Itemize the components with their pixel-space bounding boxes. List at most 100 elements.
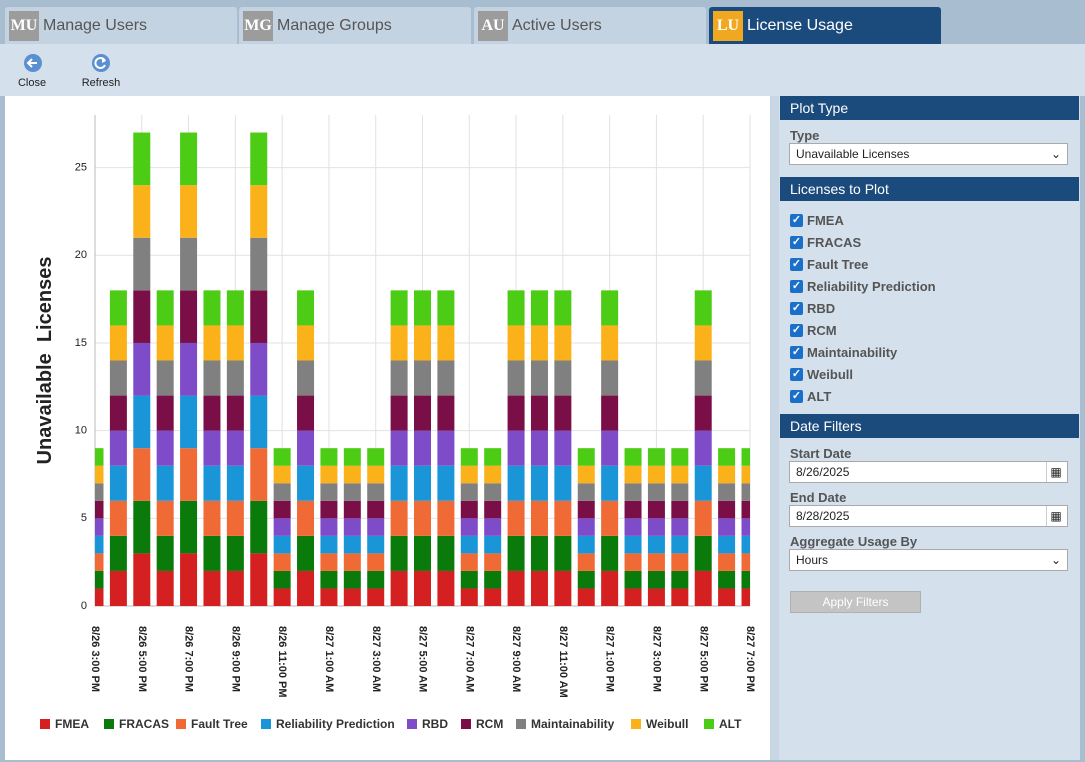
bar-segment xyxy=(87,448,104,466)
close-button[interactable]: Close xyxy=(7,77,57,89)
refresh-button[interactable]: Refresh xyxy=(76,77,126,89)
bar-segment xyxy=(344,466,361,484)
checkbox[interactable]: ✓ xyxy=(790,346,803,359)
tab[interactable]: LULicense Usage xyxy=(709,7,941,44)
bar-segment xyxy=(274,536,291,554)
x-tick-label: 8/27 1:00 AM xyxy=(323,626,335,692)
license-checkbox[interactable]: ✓RCM xyxy=(790,321,837,339)
checkbox[interactable]: ✓ xyxy=(790,324,803,337)
checkbox-label: ALT xyxy=(807,389,831,404)
legend-label: FRACAS xyxy=(119,717,169,731)
bar-segment xyxy=(87,483,104,501)
checkbox-label: Reliability Prediction xyxy=(807,279,936,294)
bar-segment xyxy=(742,518,759,536)
close-icon[interactable] xyxy=(22,52,44,74)
bar-segment xyxy=(461,518,478,536)
bar-segment xyxy=(437,431,454,466)
bar-segment xyxy=(367,518,384,536)
bar-segment xyxy=(180,133,197,186)
tab[interactable]: MUManage Users xyxy=(5,7,237,44)
bar-segment xyxy=(274,553,291,571)
bar-segment xyxy=(648,483,665,501)
type-select[interactable]: Unavailable Licenses⌄ xyxy=(789,143,1068,165)
license-checkbox[interactable]: ✓FMEA xyxy=(790,211,844,229)
apply-button[interactable]: Apply Filters xyxy=(790,591,921,613)
bar-segment xyxy=(531,466,548,501)
license-checkbox[interactable]: ✓RBD xyxy=(790,299,835,317)
license-checkbox[interactable]: ✓FRACAS xyxy=(790,233,861,251)
bar-segment xyxy=(625,483,642,501)
tab[interactable]: AUActive Users xyxy=(474,7,706,44)
bar-segment xyxy=(531,501,548,536)
tab-icon: MU xyxy=(9,11,39,41)
refresh-icon[interactable] xyxy=(90,52,112,74)
bar-segment xyxy=(437,290,454,325)
bar-segment xyxy=(320,518,337,536)
bar-segment xyxy=(227,361,244,396)
y-tick-label: 15 xyxy=(75,337,87,349)
bar-segment xyxy=(414,536,431,571)
license-checkbox[interactable]: ✓ Reliability Prediction xyxy=(790,277,936,295)
bar-segment xyxy=(484,466,501,484)
license-checkbox[interactable]: ✓ Fault Tree xyxy=(790,255,868,273)
checkbox[interactable]: ✓ xyxy=(790,280,803,293)
tab-icon: AU xyxy=(478,11,508,41)
start-date-input[interactable]: 8/26/2025▦ xyxy=(789,461,1068,483)
checkbox[interactable]: ✓ xyxy=(790,236,803,249)
bar-segment xyxy=(297,466,314,501)
bar-segment xyxy=(297,325,314,360)
bar-segment xyxy=(297,290,314,325)
splitter[interactable] xyxy=(770,96,779,760)
legend-label: FMEA xyxy=(55,717,89,731)
tab-label: Active Users xyxy=(512,17,602,35)
bar-segment xyxy=(320,466,337,484)
bar-segment xyxy=(391,501,408,536)
bar-segment xyxy=(250,501,267,554)
bar-segment xyxy=(157,290,174,325)
checkbox[interactable]: ✓ xyxy=(790,368,803,381)
checkbox[interactable]: ✓ xyxy=(790,302,803,315)
checkbox[interactable]: ✓ xyxy=(790,390,803,403)
y-tick-label: 10 xyxy=(75,425,87,437)
bar-segment xyxy=(695,396,712,431)
bar-segment xyxy=(157,466,174,501)
bar-segment xyxy=(227,431,244,466)
legend-label: ALT xyxy=(719,717,742,731)
license-checkbox[interactable]: ✓Maintainability xyxy=(790,343,897,361)
bar-segment xyxy=(87,466,104,484)
bar-segment xyxy=(250,553,267,606)
bar-segment xyxy=(554,396,571,431)
checkbox[interactable]: ✓ xyxy=(790,214,803,227)
tab-icon: MG xyxy=(243,11,273,41)
bar-segment xyxy=(320,536,337,554)
tab[interactable]: MGManage Groups xyxy=(239,7,471,44)
bar-segment xyxy=(180,553,197,606)
bar-segment xyxy=(484,588,501,606)
bar-segment xyxy=(391,536,408,571)
bar-segment xyxy=(133,396,150,449)
bar-segment xyxy=(742,448,759,466)
bar-segment xyxy=(367,501,384,519)
bar-segment xyxy=(180,238,197,291)
x-tick-label: 8/27 7:00 AM xyxy=(463,626,475,692)
bar-segment xyxy=(180,343,197,396)
bar-segment xyxy=(203,290,220,325)
aggregate-select[interactable]: Hours⌄ xyxy=(789,549,1068,571)
y-tick-label: 20 xyxy=(75,249,87,261)
checkbox[interactable]: ✓ xyxy=(790,258,803,271)
bar-segment xyxy=(157,361,174,396)
field-label: Type xyxy=(790,128,819,143)
license-checkbox[interactable]: ✓Weibull xyxy=(790,365,853,383)
bar-segment xyxy=(671,553,688,571)
bar-segment xyxy=(391,290,408,325)
bar-segment xyxy=(391,396,408,431)
bar-segment xyxy=(391,431,408,466)
end-date-input[interactable]: 8/28/2025▦ xyxy=(789,505,1068,527)
license-checkbox[interactable]: ✓ ALT xyxy=(790,387,831,405)
bar-segment xyxy=(648,448,665,466)
section-header: Date Filters xyxy=(780,414,1079,438)
bar-segment xyxy=(718,483,735,501)
checkbox-label: Fault Tree xyxy=(807,257,868,272)
bar-segment xyxy=(508,501,525,536)
bar-segment xyxy=(110,361,127,396)
